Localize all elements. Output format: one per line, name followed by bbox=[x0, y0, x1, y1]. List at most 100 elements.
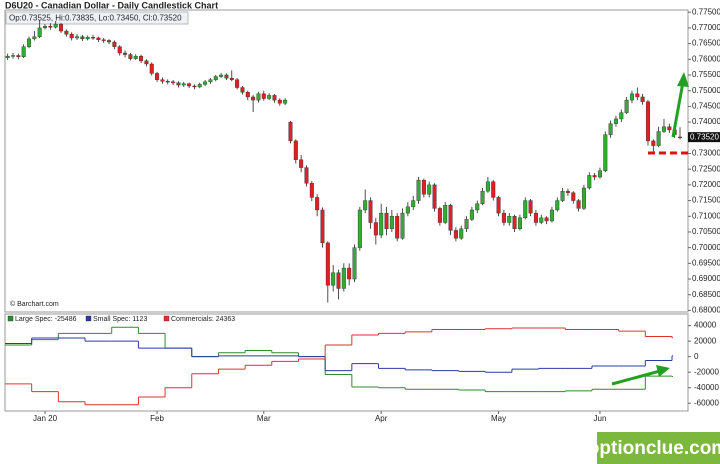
candle-body bbox=[331, 272, 336, 286]
watermark-box bbox=[597, 432, 720, 464]
candle-body bbox=[640, 96, 645, 102]
source-credit: © Barchart.com bbox=[10, 300, 59, 308]
candle-body bbox=[85, 37, 90, 40]
candle-body bbox=[325, 242, 330, 286]
candle-body bbox=[576, 200, 581, 209]
candle-body bbox=[384, 212, 389, 230]
candle-body bbox=[149, 63, 154, 74]
y-tick-label: 0.69000 bbox=[692, 274, 720, 283]
candle-body bbox=[117, 46, 122, 54]
y-tick-label: 0.77500 bbox=[692, 7, 720, 16]
candle-body bbox=[448, 205, 453, 231]
candle-body bbox=[539, 217, 544, 223]
candle-body bbox=[603, 134, 608, 171]
candle-body bbox=[523, 200, 528, 219]
candle-body bbox=[453, 230, 458, 239]
y-tick-label: 0.70500 bbox=[692, 227, 720, 236]
candle-body bbox=[427, 184, 432, 195]
candle-body bbox=[315, 197, 320, 211]
last-price-label: 0.73520 bbox=[690, 132, 719, 141]
y-tick-label: 0.71000 bbox=[692, 211, 720, 220]
y-tick-label: 0.68500 bbox=[692, 290, 720, 299]
candle-body bbox=[645, 101, 650, 142]
candle-body bbox=[293, 140, 298, 160]
legend-swatch bbox=[7, 315, 14, 322]
candle-body bbox=[235, 79, 240, 88]
candle-body bbox=[656, 131, 661, 146]
candle-body bbox=[197, 84, 202, 88]
candle-body bbox=[91, 37, 96, 39]
candle-body bbox=[608, 123, 613, 135]
candle-body bbox=[480, 190, 485, 204]
candle-body bbox=[443, 205, 448, 223]
candle-body bbox=[11, 55, 16, 57]
candle-body bbox=[464, 219, 469, 230]
y-tick-label: 0.72500 bbox=[692, 164, 720, 173]
candle-body bbox=[496, 197, 501, 214]
candle-body bbox=[53, 23, 58, 28]
candle-body bbox=[571, 192, 576, 201]
y-tick-label: 0.76000 bbox=[692, 54, 720, 63]
candle-body bbox=[123, 52, 128, 55]
candle-body bbox=[59, 23, 64, 32]
candle-body bbox=[357, 209, 362, 248]
candle-body bbox=[213, 76, 218, 80]
legend-swatch bbox=[163, 315, 170, 322]
y-tick-label: 0.71500 bbox=[692, 196, 720, 205]
y-tick-label: 0 bbox=[694, 352, 699, 361]
candle-body bbox=[261, 93, 266, 99]
candle-body bbox=[309, 183, 314, 198]
arrow-head bbox=[656, 365, 670, 377]
candle-body bbox=[400, 212, 405, 239]
candle-body bbox=[304, 167, 309, 184]
annotations bbox=[611, 72, 690, 386]
candle-body bbox=[128, 54, 133, 59]
candle-body bbox=[272, 95, 277, 101]
y-tick-label: -60000 bbox=[694, 398, 719, 407]
candle-body bbox=[395, 216, 400, 239]
candle-body bbox=[667, 126, 672, 131]
candle-body bbox=[251, 96, 256, 101]
y-tick-label: 0.68000 bbox=[692, 306, 720, 315]
candle-body bbox=[587, 175, 592, 189]
x-tick-label: May bbox=[491, 414, 506, 423]
candle-body bbox=[69, 33, 74, 39]
y-tick-label: 0.75500 bbox=[692, 70, 720, 79]
candle-body bbox=[96, 37, 101, 41]
candle-body bbox=[565, 190, 570, 193]
chart-title: D6U20 - Canadian Dollar - Daily Candlest… bbox=[5, 0, 218, 10]
y-tick-label: 0.74500 bbox=[692, 101, 720, 110]
candle-body bbox=[501, 212, 506, 223]
y-tick-label: 20000 bbox=[694, 336, 717, 345]
last-price-box bbox=[688, 132, 720, 143]
candle-body bbox=[229, 77, 234, 80]
candle-body bbox=[624, 99, 629, 113]
candle-body bbox=[512, 216, 517, 230]
cot-panel bbox=[4, 313, 689, 412]
candle-body bbox=[240, 87, 245, 93]
watermark: optionclue.com bbox=[588, 438, 720, 459]
legend-label: Large Spec: -25486 bbox=[15, 316, 77, 323]
candle-body bbox=[677, 136, 682, 138]
candle-body bbox=[256, 93, 261, 101]
y-tick-label: -40000 bbox=[694, 383, 719, 392]
candle-body bbox=[379, 212, 384, 236]
candle-body bbox=[245, 92, 250, 98]
candle-body bbox=[21, 46, 26, 57]
candle-body bbox=[43, 26, 48, 29]
x-tick-label: Feb bbox=[150, 414, 164, 423]
candle-body bbox=[475, 203, 480, 211]
candle-body bbox=[341, 267, 346, 289]
candle-body bbox=[144, 60, 149, 65]
candle-body bbox=[619, 112, 624, 120]
candle-body bbox=[347, 267, 352, 280]
candle-body bbox=[288, 121, 293, 142]
candle-body bbox=[187, 83, 192, 87]
candle-body bbox=[75, 36, 80, 39]
candle-body bbox=[389, 216, 394, 230]
y-tick-label: 0.72000 bbox=[692, 180, 720, 189]
candle-body bbox=[37, 27, 42, 37]
candle-body bbox=[629, 93, 634, 101]
cot-arrow bbox=[611, 369, 661, 386]
candle-body bbox=[352, 247, 357, 280]
